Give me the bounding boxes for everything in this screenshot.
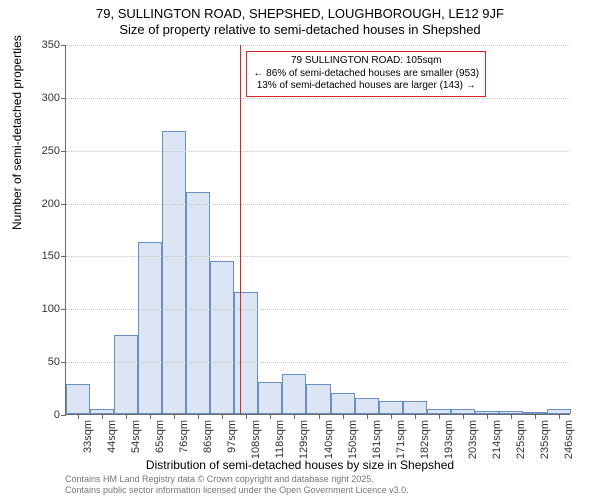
ytick-label: 150 — [42, 250, 60, 262]
histogram-bar — [66, 384, 90, 414]
xtick-label: 44sqm — [106, 420, 118, 453]
footer-line-1: Contains HM Land Registry data © Crown c… — [65, 474, 409, 485]
xtick-label: 86sqm — [202, 420, 214, 453]
xtick-label: 108sqm — [250, 420, 262, 459]
xtick-label: 140sqm — [323, 420, 335, 459]
xtick-label: 54sqm — [130, 420, 142, 453]
footer-attribution: Contains HM Land Registry data © Crown c… — [65, 474, 409, 496]
xtick-mark — [150, 414, 151, 419]
xtick-label: 150sqm — [347, 420, 359, 459]
ytick-mark — [61, 256, 66, 257]
xtick-label: 97sqm — [226, 420, 238, 453]
xtick-label: 182sqm — [419, 420, 431, 459]
gridline — [66, 45, 570, 46]
annotation-line-1: 79 SULLINGTON ROAD: 105sqm — [253, 55, 479, 68]
xtick-mark — [463, 414, 464, 419]
xtick-mark — [78, 414, 79, 419]
histogram-bar — [355, 398, 379, 414]
xtick-mark — [174, 414, 175, 419]
gridline — [66, 362, 570, 363]
xtick-label: 235sqm — [539, 420, 551, 459]
xtick-label: 246sqm — [563, 420, 575, 459]
xtick-mark — [319, 414, 320, 419]
xtick-label: 225sqm — [515, 420, 527, 459]
ytick-label: 250 — [42, 145, 60, 157]
xtick-mark — [487, 414, 488, 419]
xtick-mark — [511, 414, 512, 419]
xtick-label: 129sqm — [298, 420, 310, 459]
xtick-label: 76sqm — [178, 420, 190, 453]
ytick-label: 100 — [42, 303, 60, 315]
plot-area: 79 SULLINGTON ROAD: 105sqm ← 86% of semi… — [65, 45, 570, 415]
annotation-box: 79 SULLINGTON ROAD: 105sqm ← 86% of semi… — [246, 51, 486, 97]
xtick-label: 161sqm — [371, 420, 383, 459]
histogram-bar — [162, 131, 186, 414]
ytick-mark — [61, 151, 66, 152]
xtick-mark — [559, 414, 560, 419]
xtick-mark — [270, 414, 271, 419]
histogram-bar — [282, 374, 306, 414]
annotation-line-3: 13% of semi-detached houses are larger (… — [253, 80, 479, 93]
gridline — [66, 98, 570, 99]
annotation-line-2: ← 86% of semi-detached houses are smalle… — [253, 68, 479, 81]
ytick-mark — [61, 362, 66, 363]
histogram-bar — [258, 382, 282, 414]
gridline — [66, 151, 570, 152]
chart-container: 79, SULLINGTON ROAD, SHEPSHED, LOUGHBORO… — [0, 0, 600, 500]
histogram-bar — [186, 192, 210, 414]
histogram-bar — [138, 242, 162, 414]
histogram-bar — [114, 335, 138, 414]
xtick-mark — [415, 414, 416, 419]
xtick-label: 33sqm — [82, 420, 94, 453]
reference-line — [240, 45, 241, 414]
bars-layer — [66, 45, 570, 414]
xtick-mark — [535, 414, 536, 419]
ytick-label: 350 — [42, 39, 60, 51]
ytick-mark — [61, 415, 66, 416]
gridline — [66, 256, 570, 257]
ytick-label: 0 — [54, 409, 60, 421]
xtick-mark — [367, 414, 368, 419]
histogram-bar — [234, 292, 258, 414]
xtick-label: 214sqm — [491, 420, 503, 459]
xtick-mark — [343, 414, 344, 419]
title-line-1: 79, SULLINGTON ROAD, SHEPSHED, LOUGHBORO… — [0, 6, 600, 22]
xtick-label: 118sqm — [274, 420, 286, 458]
chart-title: 79, SULLINGTON ROAD, SHEPSHED, LOUGHBORO… — [0, 6, 600, 39]
gridline — [66, 204, 570, 205]
xtick-mark — [294, 414, 295, 419]
x-axis-label: Distribution of semi-detached houses by … — [0, 458, 600, 472]
y-axis-label: Number of semi-detached properties — [10, 35, 24, 230]
ytick-label: 50 — [48, 356, 60, 368]
footer-line-2: Contains public sector information licen… — [65, 485, 409, 496]
xtick-label: 193sqm — [443, 420, 455, 459]
xtick-mark — [391, 414, 392, 419]
xtick-mark — [126, 414, 127, 419]
ytick-mark — [61, 309, 66, 310]
histogram-bar — [403, 401, 427, 414]
xtick-mark — [222, 414, 223, 419]
xtick-mark — [102, 414, 103, 419]
xtick-label: 171sqm — [395, 420, 407, 459]
ytick-mark — [61, 98, 66, 99]
title-line-2: Size of property relative to semi-detach… — [0, 22, 600, 38]
xtick-label: 203sqm — [467, 420, 479, 459]
histogram-bar — [306, 384, 330, 414]
ytick-label: 300 — [42, 92, 60, 104]
histogram-bar — [331, 393, 355, 414]
xtick-mark — [246, 414, 247, 419]
histogram-bar — [379, 401, 403, 414]
xtick-label: 65sqm — [154, 420, 166, 453]
histogram-bar — [210, 261, 234, 414]
ytick-mark — [61, 45, 66, 46]
ytick-label: 200 — [42, 198, 60, 210]
gridline — [66, 309, 570, 310]
xtick-mark — [439, 414, 440, 419]
ytick-mark — [61, 204, 66, 205]
xtick-mark — [198, 414, 199, 419]
